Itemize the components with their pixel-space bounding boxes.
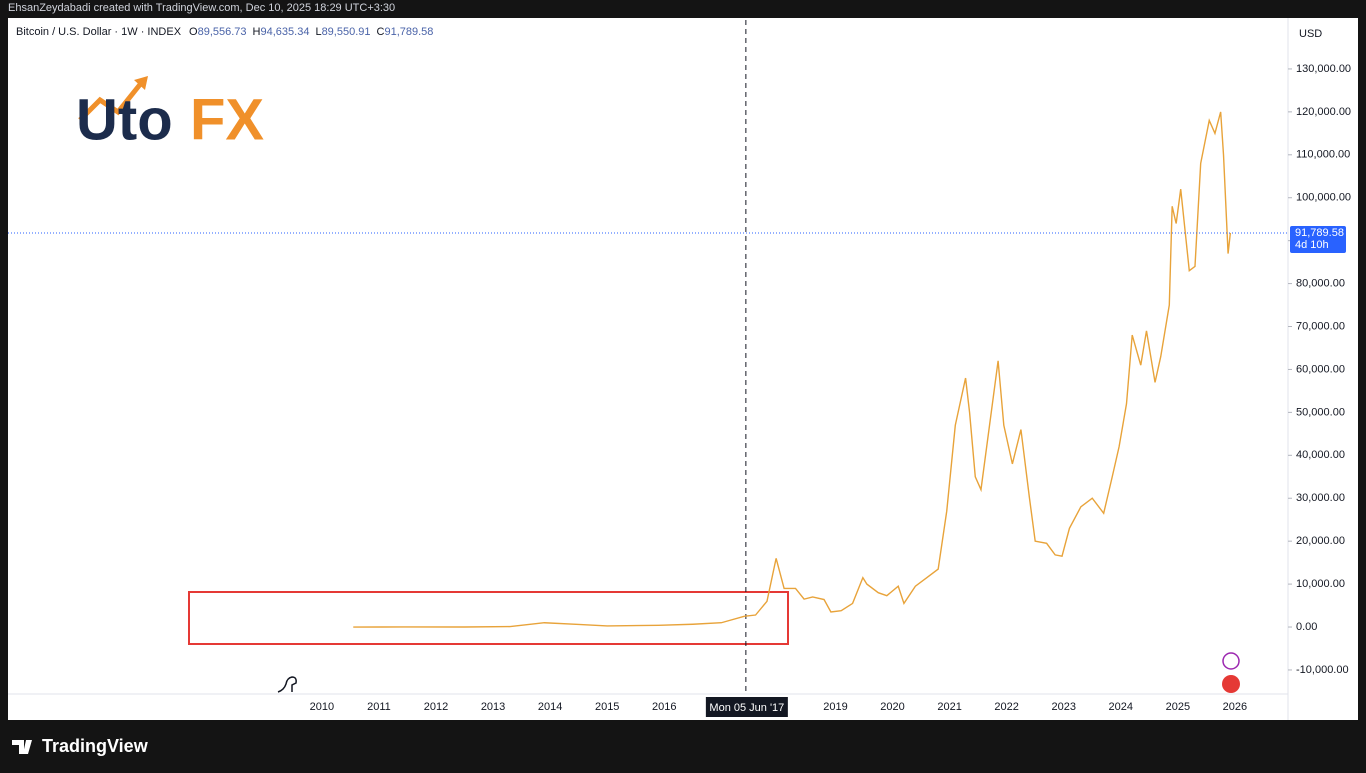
- y-tick-label: 0.00: [1296, 621, 1317, 633]
- last-price-label: 91,789.58: [1295, 227, 1344, 239]
- x-tick-label: 2019: [823, 701, 847, 713]
- x-tick-label: 2014: [538, 701, 562, 713]
- tv-mark: [12, 740, 32, 754]
- y-tick-label: 30,000.00: [1296, 492, 1345, 504]
- ohlc-key: L: [315, 26, 321, 38]
- x-tick-label: 2011: [367, 701, 391, 713]
- crosshair-label-box: [705, 697, 788, 717]
- flag-icon: [1222, 675, 1240, 693]
- logo-right: FX: [190, 87, 264, 152]
- y-tick-label: 20,000.00: [1296, 535, 1345, 547]
- price-line: [353, 111, 1232, 628]
- y-tick-label: 10,000.00: [1296, 578, 1345, 590]
- ohlc-value: 89,550.91: [322, 26, 371, 38]
- y-tick-label: 130,000.00: [1296, 63, 1351, 75]
- dino-icon: [277, 676, 297, 693]
- crosshair-label: Mon 05 Jun '17: [709, 702, 784, 714]
- x-tick-label: 2025: [1166, 701, 1190, 713]
- x-tick-label: 2023: [1051, 701, 1075, 713]
- logo-left: Uto: [76, 87, 173, 152]
- highlight-box: [188, 591, 789, 645]
- x-tick-label: 2016: [652, 701, 676, 713]
- header: EhsanZeydabadi created with TradingView.…: [8, 2, 395, 14]
- lightning-icon: [1222, 652, 1240, 670]
- logo: Uto FX: [76, 76, 264, 152]
- y-tick-label: 50,000.00: [1296, 406, 1345, 418]
- x-tick-label: 2015: [595, 701, 619, 713]
- ohlc-value: 91,789.58: [384, 26, 433, 38]
- ohlc-key: C: [377, 26, 385, 38]
- y-tick-label: 110,000.00: [1296, 149, 1350, 161]
- x-tick-label: 2020: [880, 701, 904, 713]
- ohlc-value: 89,556.73: [198, 26, 247, 38]
- last-price-box: [1290, 225, 1346, 253]
- legend-title: Bitcoin / U.S. Dollar · 1W · INDEX: [16, 26, 182, 38]
- y-tick-label: 80,000.00: [1296, 277, 1345, 289]
- x-tick-label: 2012: [424, 701, 448, 713]
- ohlc-value: 94,635.34: [261, 26, 310, 38]
- currency: USD: [1299, 28, 1322, 40]
- y-tick-label: 60,000.00: [1296, 363, 1345, 375]
- y-tick-label: 100,000.00: [1296, 192, 1351, 204]
- y-tick-label: 40,000.00: [1296, 449, 1345, 461]
- ohlc-key: O: [189, 26, 198, 38]
- footer-brand: TradingView: [42, 736, 149, 756]
- y-tick-label: 70,000.00: [1296, 320, 1345, 332]
- x-tick-label: 2021: [937, 701, 961, 713]
- countdown-label: 4d 10h: [1295, 239, 1329, 251]
- x-tick-label: 2026: [1223, 701, 1247, 713]
- x-tick-label: 2013: [481, 701, 505, 713]
- y-tick-label: 120,000.00: [1296, 106, 1351, 118]
- legend: Bitcoin / U.S. Dollar · 1W · INDEX O89,55…: [16, 26, 433, 38]
- x-tick-label: 2022: [994, 701, 1018, 713]
- y-tick-label: -10,000.00: [1296, 664, 1349, 676]
- x-tick-label: 2024: [1109, 701, 1133, 713]
- x-tick-label: 2010: [310, 701, 334, 713]
- chart-panel: [8, 18, 1358, 720]
- ohlc-key: H: [253, 26, 261, 38]
